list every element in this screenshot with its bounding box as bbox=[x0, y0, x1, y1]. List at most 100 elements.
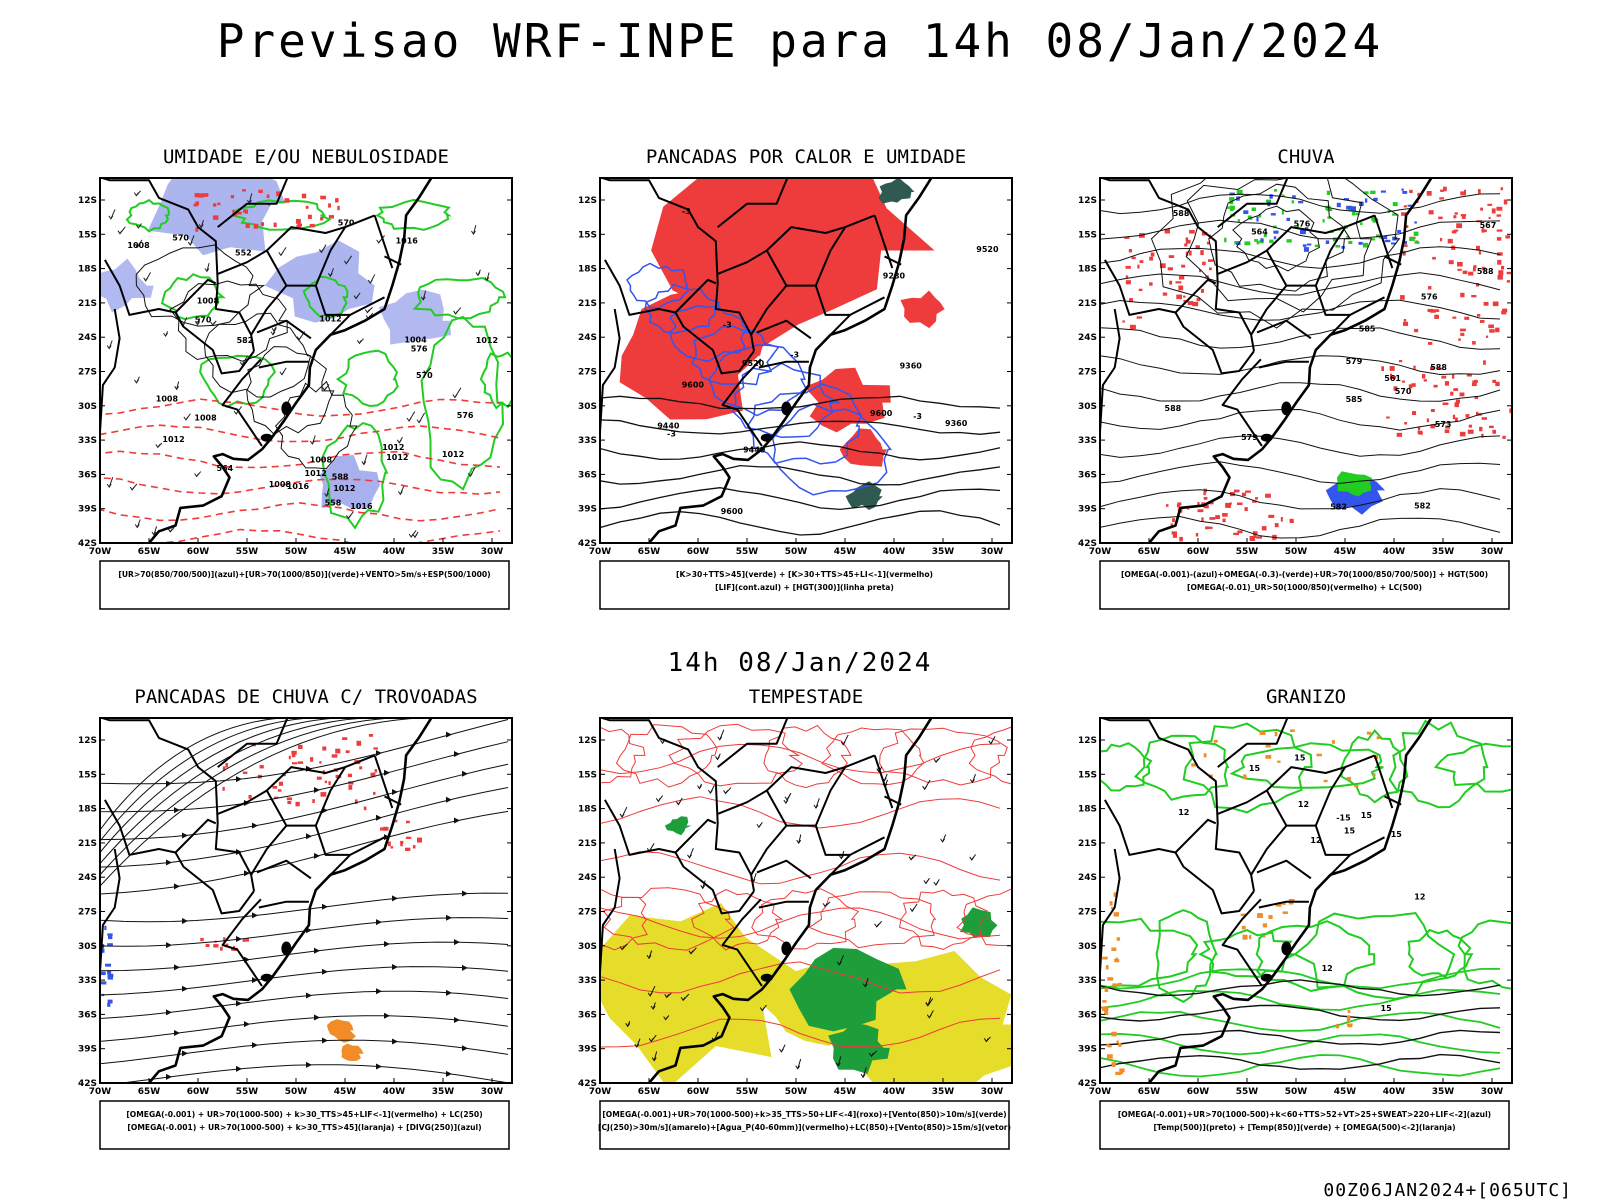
lagoa-mirim bbox=[1260, 973, 1273, 982]
political-border bbox=[1221, 358, 1263, 447]
omega-blue-speckle bbox=[1303, 247, 1309, 252]
storm-red-speckle bbox=[374, 769, 378, 773]
contour-label: 15 bbox=[1391, 830, 1403, 839]
lagoa-mirim bbox=[1260, 433, 1273, 442]
streamline-250-arrow bbox=[174, 964, 180, 971]
lc850-contour bbox=[600, 851, 1001, 885]
rain-red-speckle bbox=[1172, 518, 1176, 523]
omega500-orange-speckle bbox=[1335, 1023, 1339, 1027]
hgt500-contour bbox=[1100, 515, 1501, 539]
lif-blue-contour bbox=[644, 283, 720, 335]
rain-red-speckle bbox=[1136, 316, 1142, 319]
rain-red-speckle bbox=[1489, 425, 1494, 429]
omega500-orange-speckle bbox=[1118, 1043, 1122, 1047]
rain-red-speckle bbox=[1215, 515, 1220, 520]
pressure-contour bbox=[274, 380, 358, 470]
temp850-green-contour bbox=[1457, 919, 1512, 990]
panel-title: PANCADAS DE CHUVA C/ TROVOADAS bbox=[134, 686, 477, 708]
rain-red-speckle bbox=[1458, 338, 1461, 341]
streamline-250-arrow bbox=[454, 939, 460, 946]
omega500-orange-speckle bbox=[1111, 1062, 1116, 1067]
political-border bbox=[1256, 859, 1312, 880]
streamline-250-arrow bbox=[166, 942, 172, 949]
rain-red-speckle bbox=[1280, 517, 1283, 522]
lon-tick-label: 50W bbox=[1285, 547, 1308, 557]
wind-vector-head bbox=[167, 528, 173, 533]
lc850-contour bbox=[968, 726, 1012, 785]
rain-red-speckle bbox=[1496, 214, 1502, 217]
rain-red-speckle bbox=[1491, 208, 1496, 214]
thickness-red-dots bbox=[320, 217, 324, 221]
wind-vector-850-head bbox=[707, 789, 713, 795]
thickness-red-dots bbox=[242, 189, 246, 192]
rain-red-speckle bbox=[1509, 408, 1512, 414]
wind-vector-850-head bbox=[687, 854, 692, 859]
political-border bbox=[314, 226, 347, 286]
map-background bbox=[100, 178, 512, 543]
rain-red-speckle bbox=[1411, 383, 1416, 387]
contour-label: 1012 bbox=[386, 453, 408, 462]
hgt300-contour bbox=[600, 510, 1001, 536]
rain-red-speckle bbox=[1432, 256, 1436, 260]
rain-red-speckle bbox=[1206, 241, 1210, 245]
streamline-250-arrow bbox=[376, 814, 382, 821]
wind-vector-850-head bbox=[908, 856, 914, 861]
streamline-250 bbox=[100, 718, 281, 831]
rain-red-speckle bbox=[1237, 530, 1243, 534]
thickness-red-dots bbox=[232, 209, 235, 214]
rain-red-speckle bbox=[1164, 228, 1170, 234]
storm-red-speckle bbox=[370, 772, 376, 778]
temp850-green-contour bbox=[1100, 1010, 1501, 1032]
wind-vector-850-head bbox=[933, 758, 939, 764]
streamline-250-arrow bbox=[454, 1017, 460, 1024]
humidity-blue-area bbox=[319, 455, 381, 509]
rain-red-speckle bbox=[1183, 295, 1186, 298]
lat-tick-label: 42S bbox=[578, 1079, 597, 1089]
contour-label: 9440 bbox=[657, 421, 680, 430]
heat-storm-red-area bbox=[839, 428, 888, 467]
wind-vector-head bbox=[376, 239, 382, 244]
rain-red-speckle bbox=[1474, 379, 1478, 382]
lon-tick-label: 60W bbox=[687, 547, 710, 557]
rain-red-speckle bbox=[1149, 282, 1153, 286]
rain-red-speckle bbox=[1201, 517, 1204, 522]
storm-red-speckle bbox=[363, 806, 367, 811]
coastline-atlantic bbox=[648, 178, 933, 543]
omega-green-speckle bbox=[1392, 202, 1398, 207]
political-border bbox=[384, 795, 402, 806]
hgt500-contour bbox=[1100, 272, 1501, 296]
pressure-contour bbox=[203, 312, 312, 398]
contour-label: 15 bbox=[1361, 811, 1373, 820]
contour-label: -3 bbox=[667, 430, 676, 439]
green-humidity-contour bbox=[199, 354, 277, 408]
lat-tick-label: 24S bbox=[578, 333, 597, 343]
rain-red-speckle bbox=[1244, 507, 1248, 512]
omega-blue-speckle bbox=[1292, 195, 1296, 199]
rain-red-speckle bbox=[1200, 288, 1204, 293]
rain-red-speckle bbox=[1137, 264, 1140, 269]
streamline-250 bbox=[100, 718, 337, 853]
omega500-orange-speckle bbox=[1102, 1000, 1107, 1003]
contour-label: 570 bbox=[172, 234, 189, 243]
wind-vector-850-head bbox=[723, 790, 729, 795]
rain-red-speckle bbox=[1417, 426, 1421, 431]
wind-vector-850-head bbox=[664, 994, 670, 999]
lon-tick-label: 65W bbox=[138, 1087, 161, 1097]
wind-vector-850-head bbox=[813, 804, 819, 809]
wind-vector-head bbox=[361, 461, 367, 466]
rain-red-speckle bbox=[1421, 374, 1426, 379]
omega-blue-speckle bbox=[1273, 230, 1279, 234]
omega-blue-speckle bbox=[1243, 210, 1249, 215]
wind-vector-head bbox=[133, 192, 139, 197]
lat-tick-label: 39S bbox=[578, 505, 597, 515]
wind-vector-850-head bbox=[660, 739, 665, 745]
heat-storm-red-area bbox=[619, 287, 768, 420]
coastline-atlantic bbox=[148, 178, 433, 543]
humidity-blue-area bbox=[100, 258, 154, 313]
omega-green-speckle bbox=[1247, 215, 1252, 220]
pressure-contour bbox=[169, 280, 288, 362]
contour-label: 9360 bbox=[945, 419, 968, 428]
political-border bbox=[1258, 360, 1309, 369]
lat-tick-label: 42S bbox=[78, 539, 97, 549]
political-border bbox=[758, 900, 809, 909]
